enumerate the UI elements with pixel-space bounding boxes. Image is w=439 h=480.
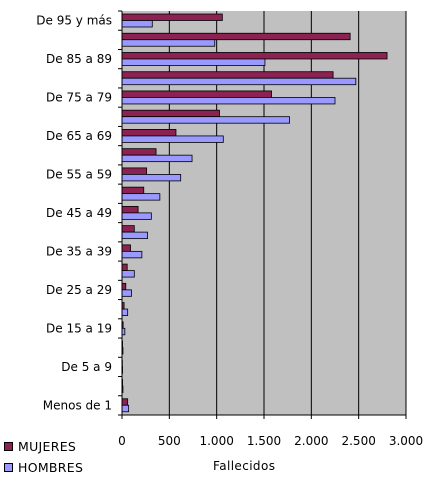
y-tick-label: De 35 a 39 bbox=[46, 244, 112, 258]
bar-hombres bbox=[121, 231, 148, 240]
bar-mujeres bbox=[121, 71, 334, 79]
bar-hombres bbox=[121, 39, 216, 47]
bar-mujeres bbox=[121, 52, 388, 60]
bar-hombres bbox=[121, 116, 290, 124]
y-tick-label: Menos de 1 bbox=[43, 398, 112, 412]
x-tick-label: 0 bbox=[118, 434, 126, 448]
legend-item-hombres: HOMBRES bbox=[4, 457, 83, 478]
bar-mujeres bbox=[121, 282, 127, 291]
x-tick-label: 1.000 bbox=[199, 434, 233, 448]
y-tick-label: De 65 a 69 bbox=[46, 129, 112, 143]
y-tick-label: De 15 a 19 bbox=[46, 321, 112, 335]
bar-hombres bbox=[121, 289, 132, 297]
bar-mujeres bbox=[121, 148, 157, 156]
bar-mujeres bbox=[121, 13, 223, 21]
bar-mujeres bbox=[121, 225, 135, 233]
bar-hombres bbox=[121, 20, 153, 28]
bar-mujeres bbox=[121, 244, 131, 252]
y-tick-label: De 75 a 79 bbox=[46, 91, 112, 105]
x-tick-label: 2.000 bbox=[294, 434, 328, 448]
bar-mujeres bbox=[121, 167, 148, 175]
x-axis-title: Fallecidos bbox=[213, 459, 276, 473]
bar-hombres bbox=[121, 154, 193, 163]
bar-hombres bbox=[121, 135, 224, 143]
bar-hombres bbox=[121, 58, 266, 66]
bar-mujeres bbox=[121, 263, 128, 271]
x-tick-label: 3.000 bbox=[389, 434, 423, 448]
y-tick-label: De 5 a 9 bbox=[61, 360, 112, 374]
bar-hombres bbox=[121, 250, 143, 259]
y-tick-label: De 55 a 59 bbox=[46, 168, 112, 182]
y-tick-label: De 25 a 29 bbox=[46, 283, 112, 297]
bar-hombres bbox=[121, 174, 182, 182]
axes bbox=[118, 10, 407, 419]
bar-mujeres bbox=[121, 205, 139, 214]
legend-item-mujeres: MUJERES bbox=[4, 436, 83, 457]
x-tick-label: 500 bbox=[158, 434, 181, 448]
bar-mujeres bbox=[121, 109, 220, 118]
bar-hombres bbox=[121, 212, 152, 220]
bar-mujeres bbox=[121, 32, 351, 41]
legend-swatch-hombres bbox=[4, 463, 13, 472]
legend-label-mujeres: MUJERES bbox=[18, 439, 77, 454]
legend: MUJERES HOMBRES bbox=[4, 436, 83, 478]
bar-hombres bbox=[121, 77, 357, 86]
bar-hombres bbox=[121, 97, 336, 105]
bar-mujeres bbox=[121, 90, 272, 98]
bar-hombres bbox=[121, 193, 161, 201]
y-tick-label: De 45 a 49 bbox=[46, 206, 112, 220]
x-tick-label: 2.500 bbox=[341, 434, 375, 448]
y-tick-label: De 85 a 89 bbox=[46, 52, 112, 66]
y-tick-label: De 95 y más bbox=[36, 14, 112, 28]
bar-mujeres bbox=[121, 186, 145, 195]
bar-mujeres bbox=[121, 129, 177, 137]
x-tick-label: 1.500 bbox=[247, 434, 281, 448]
bar-hombres bbox=[121, 270, 135, 278]
tick-labels: De 95 y más De 85 a 89 De 75 a 79 De 65 a 6… bbox=[36, 14, 423, 448]
bar-hombres bbox=[121, 308, 129, 316]
bar-hombres bbox=[121, 404, 130, 413]
bar-mujeres bbox=[121, 398, 129, 406]
legend-swatch-mujeres bbox=[4, 442, 13, 451]
legend-label-hombres: HOMBRES bbox=[18, 460, 84, 475]
